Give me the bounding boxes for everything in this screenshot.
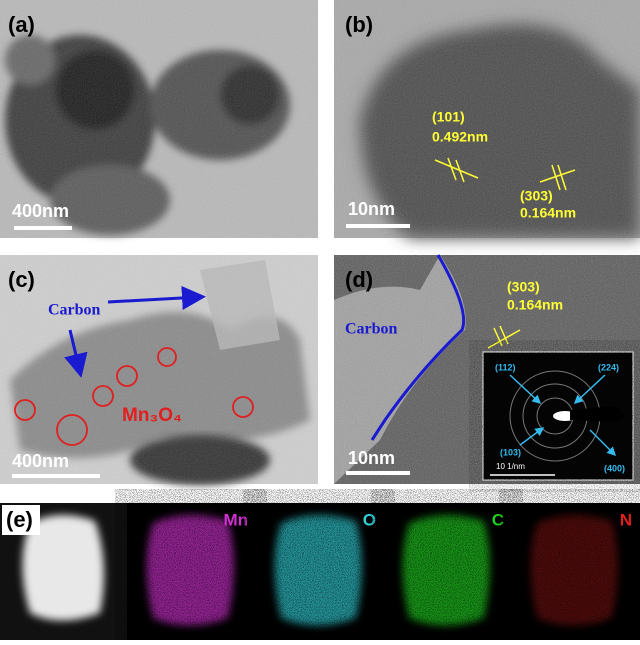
spot-label: (103) [500, 447, 521, 457]
carbon-label: Carbon [345, 321, 398, 338]
scale-label: 10nm [348, 199, 395, 219]
texture [0, 255, 318, 484]
carbon-label: Carbon [48, 302, 101, 319]
arrows [64, 285, 206, 378]
saed-inset: (112) (224) (103) (400) 10 1/nm [482, 351, 634, 481]
scale-label: 400nm [12, 201, 69, 221]
element-label: Mn [223, 510, 248, 529]
interface-line [370, 254, 466, 441]
element-map: C [384, 503, 510, 640]
particle-circles [14, 347, 254, 446]
element-label: O [363, 510, 376, 529]
plane-label: (101) [432, 109, 465, 125]
speckle [128, 503, 254, 640]
spot-label: (112) [495, 362, 516, 372]
scale-label: 400nm [12, 451, 69, 471]
spot-arrows [509, 374, 617, 457]
speckle [256, 503, 382, 640]
element-maps: Mn O C N [128, 503, 638, 640]
panel-label: (a) [8, 12, 35, 37]
panel-e: Mn O C N (e) [0, 503, 640, 640]
plane-label: (303) [507, 279, 540, 295]
panel-label: (d) [345, 267, 373, 292]
speckle [384, 503, 510, 640]
beam-stop [570, 406, 625, 422]
panel-label: (e) [6, 507, 33, 532]
spot-label: (400) [604, 463, 625, 473]
spot-label: (224) [598, 362, 619, 372]
texture [0, 0, 318, 238]
panel-c: (c) Carbon Mn₃O₄ 400nm [0, 255, 318, 485]
element-label: C [492, 510, 504, 529]
lattice-marker [487, 325, 521, 349]
panel-label: (c) [8, 267, 35, 292]
element-label: N [620, 510, 632, 529]
spacing-label: 0.492nm [432, 129, 488, 145]
panel-a: (a) 400nm [0, 0, 318, 238]
panel-label: (b) [345, 12, 373, 37]
spacing-label: 0.164nm [507, 297, 563, 313]
scale-label: 10nm [348, 448, 395, 468]
panel-b: (b) (101) 0.492nm (303) 0.164nm 10nm [334, 0, 640, 239]
speckle [512, 503, 638, 640]
texture [334, 0, 640, 238]
spacing-label: 0.164nm [520, 205, 576, 221]
lattice-marker [434, 157, 576, 191]
inset-scale-label: 10 1/nm [496, 462, 525, 471]
particle [22, 514, 104, 621]
element-map: Mn [128, 503, 254, 640]
panel-d: (d) Carbon (303) 0.164nm (112) (224) (10… [334, 254, 640, 484]
element-map: O [256, 503, 382, 640]
phase-label: Mn₃O₄ [122, 405, 182, 426]
label-background [2, 505, 40, 535]
plane-label: (303) [520, 188, 553, 204]
element-map: N [512, 503, 638, 640]
